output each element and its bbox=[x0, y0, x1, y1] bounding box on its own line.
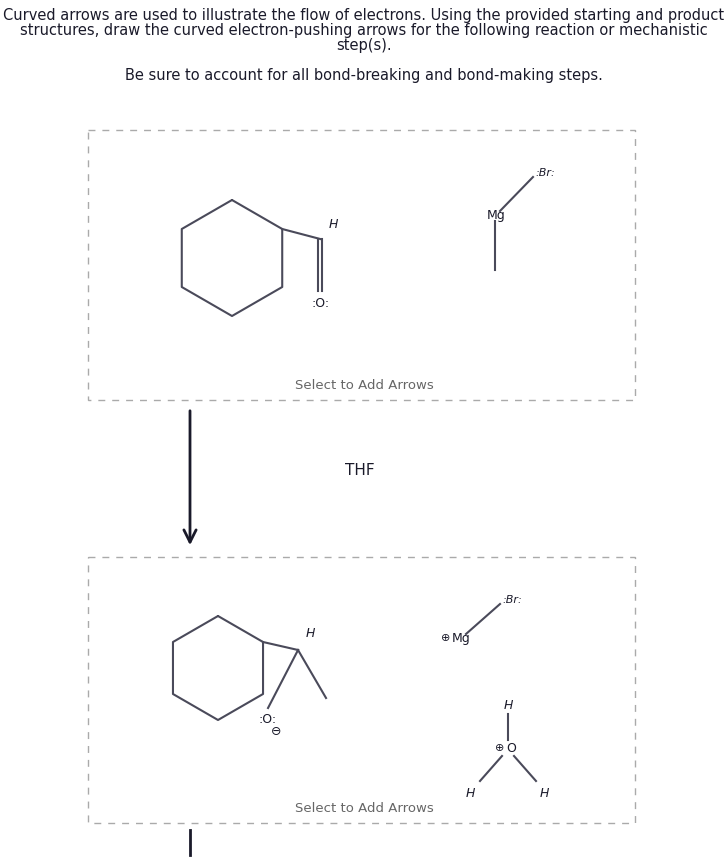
Text: THF: THF bbox=[345, 463, 375, 477]
Text: H: H bbox=[465, 787, 475, 800]
Text: :Br:: :Br: bbox=[502, 595, 522, 605]
Text: step(s).: step(s). bbox=[336, 38, 392, 53]
Text: ⊕: ⊕ bbox=[494, 743, 504, 753]
Text: H: H bbox=[539, 787, 549, 800]
Text: ⊖: ⊖ bbox=[271, 725, 281, 738]
Text: ⊕: ⊕ bbox=[440, 633, 450, 643]
Text: Be sure to account for all bond-breaking and bond-making steps.: Be sure to account for all bond-breaking… bbox=[125, 68, 603, 83]
Text: Mg: Mg bbox=[487, 209, 506, 222]
Text: :O:: :O: bbox=[259, 713, 277, 726]
Text: structures, draw the curved electron-pushing arrows for the following reaction o: structures, draw the curved electron-pus… bbox=[20, 23, 708, 38]
Bar bbox=[88, 130, 635, 400]
Text: :Br:: :Br: bbox=[535, 168, 555, 178]
Text: O: O bbox=[506, 741, 516, 754]
Text: Select to Add Arrows: Select to Add Arrows bbox=[295, 802, 433, 815]
Text: Select to Add Arrows: Select to Add Arrows bbox=[295, 379, 433, 392]
Text: H: H bbox=[503, 699, 513, 712]
Text: H: H bbox=[328, 218, 338, 231]
Text: Curved arrows are used to illustrate the flow of electrons. Using the provided s: Curved arrows are used to illustrate the… bbox=[4, 8, 724, 23]
Text: :O:: :O: bbox=[311, 297, 329, 310]
Text: H: H bbox=[306, 627, 315, 640]
Bar bbox=[88, 557, 635, 823]
Text: Mg: Mg bbox=[452, 632, 471, 645]
